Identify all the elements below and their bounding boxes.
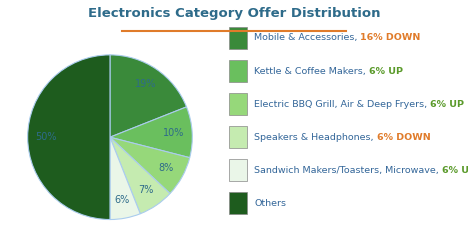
Wedge shape bbox=[110, 137, 140, 220]
Wedge shape bbox=[28, 55, 110, 220]
Wedge shape bbox=[110, 137, 190, 194]
Text: 6% UP: 6% UP bbox=[442, 166, 468, 175]
Text: 6%: 6% bbox=[114, 195, 130, 205]
Wedge shape bbox=[110, 137, 170, 214]
Text: 6% UP: 6% UP bbox=[430, 100, 464, 109]
Text: 16% DOWN: 16% DOWN bbox=[360, 34, 421, 42]
Text: Electric BBQ Grill, Air & Deep Fryers,: Electric BBQ Grill, Air & Deep Fryers, bbox=[254, 100, 430, 109]
Text: 8%: 8% bbox=[159, 163, 174, 173]
Text: 7%: 7% bbox=[139, 185, 154, 195]
Text: Speakers & Headphones,: Speakers & Headphones, bbox=[254, 133, 377, 142]
Text: 6% DOWN: 6% DOWN bbox=[377, 133, 431, 142]
Text: Kettle & Coffee Makers,: Kettle & Coffee Makers, bbox=[254, 67, 369, 75]
Text: 10%: 10% bbox=[163, 128, 185, 138]
Wedge shape bbox=[110, 55, 187, 137]
Text: 50%: 50% bbox=[35, 132, 57, 142]
Text: Others: Others bbox=[254, 199, 286, 208]
Text: Sandwich Makers/Toasters, Microwave,: Sandwich Makers/Toasters, Microwave, bbox=[254, 166, 442, 175]
Text: 6% UP: 6% UP bbox=[369, 67, 403, 75]
Text: 19%: 19% bbox=[135, 79, 157, 89]
Text: Mobile & Accessories,: Mobile & Accessories, bbox=[254, 34, 360, 42]
Text: Electronics Category Offer Distribution: Electronics Category Offer Distribution bbox=[88, 7, 380, 20]
Wedge shape bbox=[110, 107, 192, 158]
